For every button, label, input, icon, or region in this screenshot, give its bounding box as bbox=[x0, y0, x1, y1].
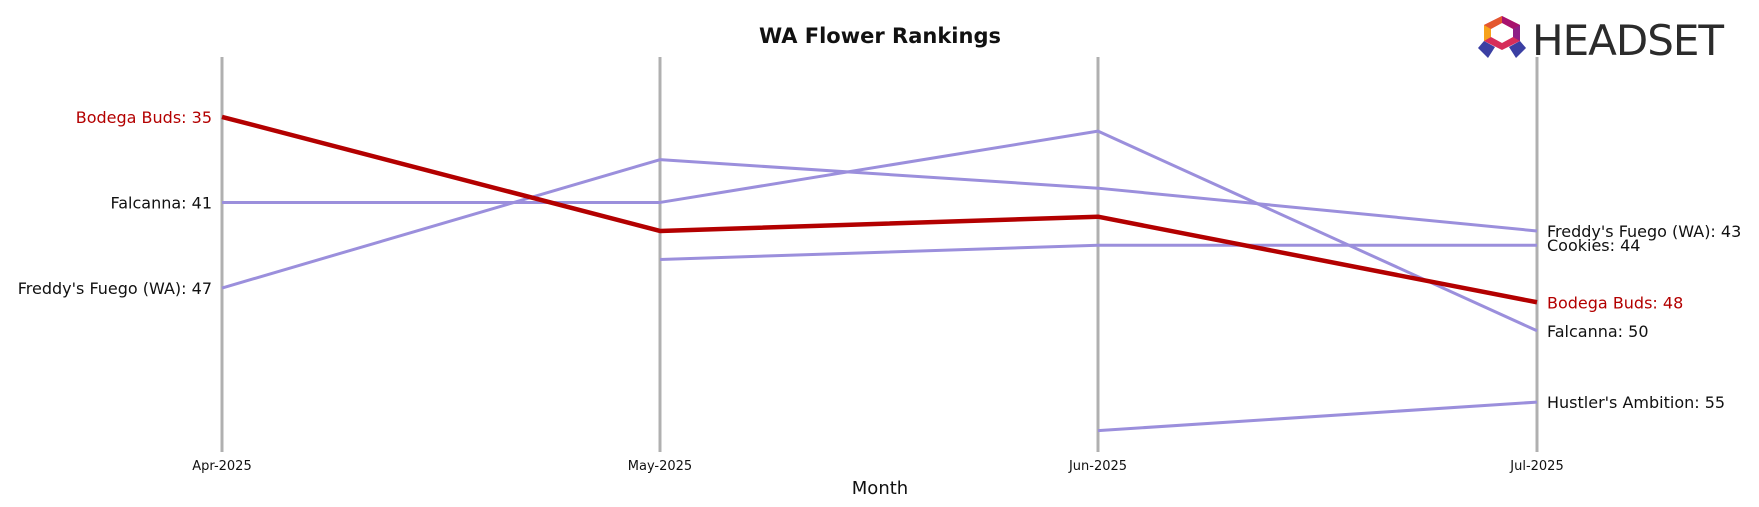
series-line-falcanna bbox=[222, 129, 1538, 333]
month-gridlines bbox=[220, 57, 1539, 452]
headset-logo-text: HEADSET bbox=[1532, 16, 1724, 65]
series-line-cookies bbox=[659, 243, 1537, 261]
start-label-falcanna: Falcanna: 41 bbox=[110, 193, 212, 212]
series-labels: Falcanna: 41 Falcanna: 50 Freddy's Fuego (… bbox=[18, 108, 1742, 412]
x-axis-label: Month bbox=[852, 478, 908, 499]
start-label-bodega-buds: Bodega Buds: 35 bbox=[76, 108, 212, 127]
end-label-hustler-s-ambition: Hustler's Ambition: 55 bbox=[1547, 393, 1725, 412]
chart-title: WA Flower Rankings bbox=[759, 24, 1001, 48]
x-tick-May-2025: May-2025 bbox=[628, 459, 692, 474]
series-line-bodega-buds bbox=[221, 114, 1538, 305]
series-lines bbox=[221, 114, 1538, 433]
headset-logo: HEADSET bbox=[1478, 16, 1725, 65]
x-tick-Jul-2025: Jul-2025 bbox=[1509, 459, 1563, 474]
end-label-falcanna: Falcanna: 50 bbox=[1547, 322, 1649, 341]
series-line-freddy-s-fuego-wa bbox=[221, 158, 1538, 290]
headset-logo-icon bbox=[1478, 16, 1526, 58]
end-label-bodega-buds: Bodega Buds: 48 bbox=[1547, 293, 1683, 312]
series-line-hustler-s-ambition bbox=[1097, 400, 1538, 433]
end-label-cookies: Cookies: 44 bbox=[1547, 236, 1640, 255]
end-label-freddy-s-fuego-wa: Freddy's Fuego (WA): 43 bbox=[1547, 222, 1741, 241]
x-tick-Jun-2025: Jun-2025 bbox=[1068, 459, 1127, 474]
x-tick-labels: Apr-2025 May-2025 Jun-2025 Jul-2025 bbox=[192, 459, 1563, 474]
start-label-freddy-s-fuego-wa: Freddy's Fuego (WA): 47 bbox=[18, 279, 212, 298]
x-tick-Apr-2025: Apr-2025 bbox=[192, 459, 251, 474]
